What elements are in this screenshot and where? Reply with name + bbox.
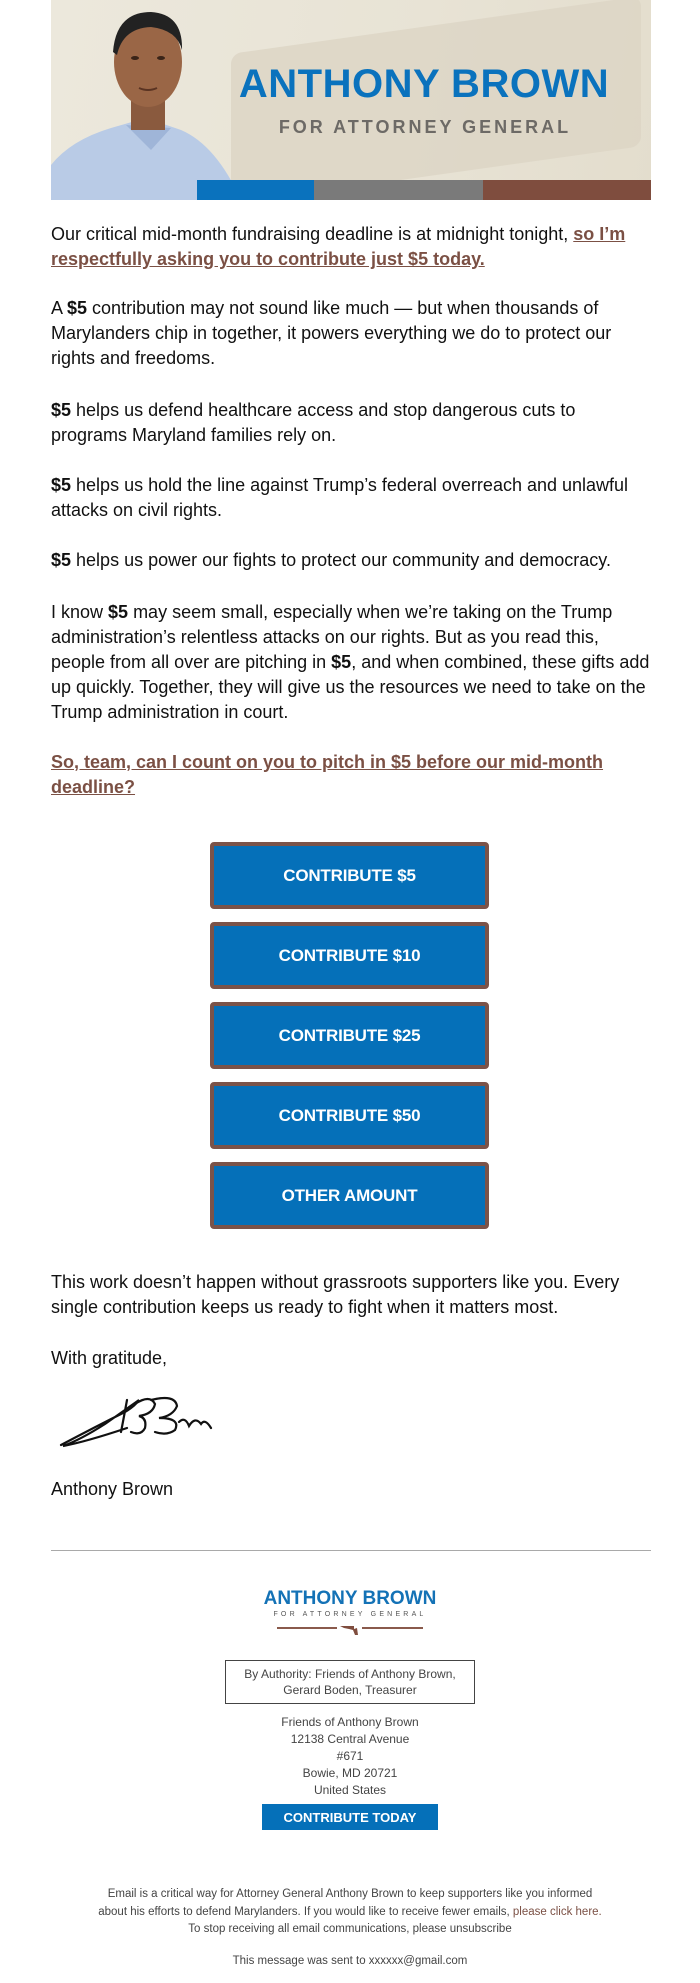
stripe-blue <box>197 180 314 200</box>
paragraph-2: A $5 contribution may not sound like muc… <box>51 298 612 368</box>
unsubscribe-text[interactable]: To stop receiving all email communicatio… <box>188 1923 512 1935</box>
footer-logo-subtitle: FOR ATTORNEY GENERAL <box>273 1611 427 1618</box>
footer-logo-rule-right <box>362 1627 423 1629</box>
candidate-photo <box>51 12 241 200</box>
contribute-25-button[interactable]: CONTRIBUTE $25 <box>210 1002 489 1069</box>
paragraph-5: $5 helps us power our fights to protect … <box>51 550 611 570</box>
contribute-10-button[interactable]: CONTRIBUTE $10 <box>210 922 489 989</box>
footer-logo-name: ANTHONY BROWN <box>263 1588 437 1609</box>
divider <box>51 1550 651 1551</box>
paragraph-intro: Our critical mid-month fundraising deadl… <box>51 224 626 269</box>
fewer-emails-link[interactable]: please click here. <box>512 1905 602 1918</box>
stripe-gray <box>314 180 483 200</box>
header-name: ANTHONY BROWN <box>238 62 610 106</box>
contribute-50-button[interactable]: CONTRIBUTE $50 <box>210 1082 489 1149</box>
header-banner: ANTHONY BROWN FOR ATTORNEY GENERAL <box>51 0 651 200</box>
other-amount-button[interactable]: OTHER AMOUNT <box>210 1162 489 1229</box>
contribute-link[interactable]: so I’m respectfully asking you to contri… <box>51 224 626 269</box>
cta-paragraph: So, team, can I count on you to pitch in… <box>51 750 651 800</box>
signature <box>59 1396 213 1448</box>
footer-logo-rule-left <box>277 1627 337 1629</box>
paragraph-closing: This work doesn’t happen without grassro… <box>51 1272 620 1317</box>
header-subtitle: FOR ATTORNEY GENERAL <box>278 117 572 137</box>
disclaimer: Email is a critical way for Attorney Gen… <box>60 1886 640 1939</box>
paragraph-6: I know $5 may seem small, especially whe… <box>51 602 650 722</box>
sent-to-line: This message was sent to xxxxxx@gmail.co… <box>232 1955 468 1967</box>
stripe-brown <box>483 180 651 200</box>
paragraph-4: $5 helps us hold the line against Trump’… <box>51 475 629 520</box>
address-block: Friends of Anthony Brown 12138 Central A… <box>281 1715 419 1797</box>
contribute-5-button[interactable]: CONTRIBUTE $5 <box>210 842 489 909</box>
paragraph-3: $5 helps us defend healthcare access and… <box>51 400 576 445</box>
contribute-today-button[interactable]: CONTRIBUTE TODAY <box>262 1804 438 1830</box>
cta-link[interactable]: So, team, can I count on you to pitch in… <box>51 752 604 797</box>
maryland-icon <box>340 1626 358 1635</box>
authority-box: By Authority: Friends of Anthony Brown, … <box>225 1660 475 1704</box>
closing-line: With gratitude, <box>51 1348 168 1368</box>
signer-name: Anthony Brown <box>51 1479 174 1499</box>
